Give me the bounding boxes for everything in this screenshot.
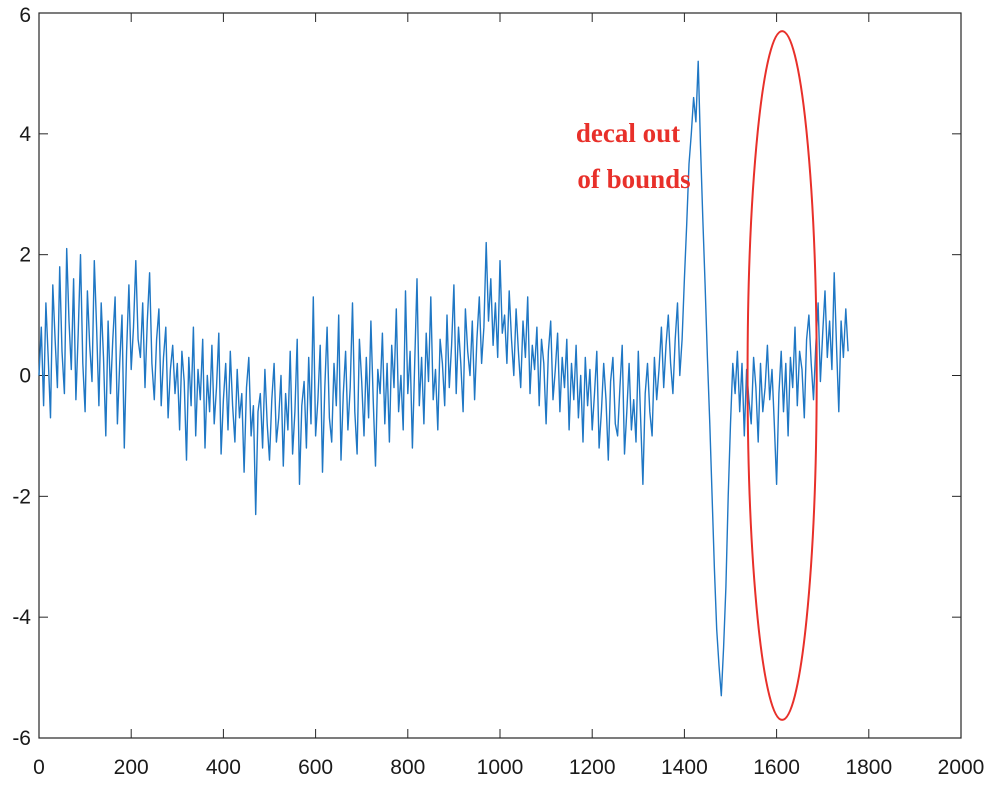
series-line bbox=[38, 60, 849, 697]
highlight-ellipse bbox=[746, 30, 818, 721]
y-tick-label: -4 bbox=[12, 606, 31, 629]
x-tick-label: 600 bbox=[298, 756, 333, 779]
y-tick-label: 0 bbox=[19, 365, 31, 388]
tick-labels: 0 200 400 600 800 1000 1200 1400 1600 1800 2000 6 4 2… bbox=[12, 4, 984, 779]
x-tick-label: 200 bbox=[114, 756, 149, 779]
x-tick-label: 0 bbox=[33, 756, 45, 779]
x-tick-label: 2000 bbox=[938, 756, 985, 779]
x-tick-label: 800 bbox=[390, 756, 425, 779]
y-tick-label: 6 bbox=[19, 4, 31, 27]
annotation-line-1: decal out bbox=[576, 118, 680, 148]
annotation-line-2: of bounds bbox=[577, 164, 690, 194]
x-tick-label: 1000 bbox=[477, 756, 524, 779]
x-tick-label: 1200 bbox=[569, 756, 616, 779]
axis-ticks bbox=[38, 12, 962, 739]
y-tick-label: -6 bbox=[12, 727, 31, 750]
y-tick-label: -2 bbox=[12, 485, 31, 508]
x-tick-label: 1400 bbox=[661, 756, 708, 779]
x-tick-label: 1600 bbox=[753, 756, 800, 779]
y-tick-label: 4 bbox=[19, 123, 31, 146]
y-tick-label: 2 bbox=[19, 244, 31, 267]
x-tick-label: 1800 bbox=[845, 756, 892, 779]
x-tick-label: 400 bbox=[206, 756, 241, 779]
